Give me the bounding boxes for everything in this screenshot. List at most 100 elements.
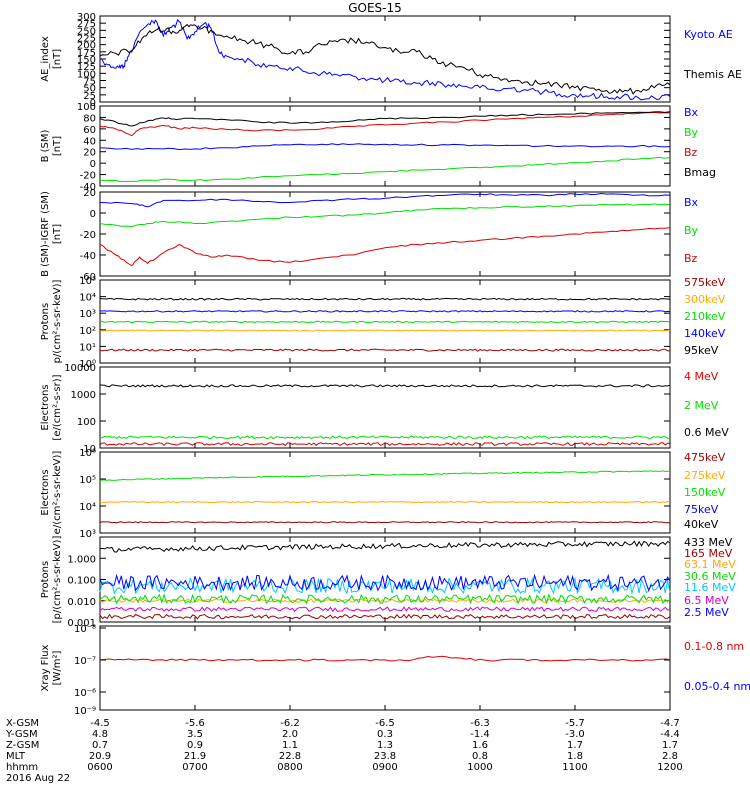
- legend-entry: 575keV: [684, 276, 726, 289]
- y-tick-label: 200: [77, 41, 96, 52]
- legend-entry: Bx: [684, 196, 699, 209]
- legend-entry: 40keV: [684, 518, 719, 531]
- series-line-150kev: [99, 470, 671, 481]
- y-tick-label: 10⁻⁹: [74, 706, 96, 717]
- series-line-475kev: [99, 521, 671, 524]
- y-tick-label: 10⁵: [79, 276, 96, 287]
- y-tick-label: -40: [80, 251, 96, 262]
- series-line-kyoto-ae: [99, 18, 671, 101]
- xaxis-row-value: -6.3: [470, 718, 490, 729]
- y-axis-label: Xray Flux: [40, 644, 51, 691]
- xaxis-row-label: Z-GSM: [6, 740, 39, 751]
- legend-entry: By: [684, 126, 699, 139]
- y-tick-label: 75: [83, 77, 96, 88]
- y-tick-label: 100: [77, 102, 96, 113]
- xaxis-row-value: 0900: [372, 762, 397, 773]
- series-line-575kev: [99, 348, 671, 352]
- xaxis-row-value: -3.0: [565, 729, 585, 740]
- y-tick-label: -40: [80, 182, 96, 193]
- series-line-bz: [99, 227, 671, 267]
- xaxis-row-value: -5.7: [565, 718, 585, 729]
- y-axis-label: B (SM): [40, 129, 51, 162]
- xaxis-row-value: 23.8: [374, 751, 396, 762]
- legend-entry: Bmag: [684, 166, 716, 179]
- legend-entry: Bx: [684, 106, 699, 119]
- y-tick-label: 50: [83, 84, 96, 95]
- xaxis-row-value: -6.5: [375, 718, 395, 729]
- series-line-bx: [99, 143, 671, 151]
- xaxis-row-value: -4.5: [90, 718, 110, 729]
- xaxis-row-value: 1.7: [662, 740, 678, 751]
- xaxis-row-value: 0800: [277, 762, 302, 773]
- y-axis-label: [e/(cm²-s-sr)]: [52, 374, 63, 440]
- legend-entry: 6.5 MeV: [684, 594, 729, 607]
- series-line-95kev: [99, 297, 671, 301]
- y-tick-label: 10: [83, 444, 96, 455]
- y-tick-label: 10⁻⁸: [74, 624, 96, 635]
- xaxis-row-value: -6.2: [280, 718, 300, 729]
- series-line-433-mev: [99, 540, 671, 553]
- xaxis-row-value: 4.8: [92, 729, 108, 740]
- y-axis-label: Electrons: [40, 384, 51, 430]
- legend-entry: 275keV: [684, 469, 726, 482]
- xaxis-row-value: -4.4: [660, 729, 680, 740]
- y-axis-label: [nT]: [52, 224, 63, 244]
- series-line-210kev: [99, 320, 671, 324]
- y-tick-label: 0: [90, 159, 96, 170]
- xaxis-row-value: 1.1: [282, 740, 298, 751]
- legend-entry: 11.6 MeV: [684, 581, 736, 594]
- xaxis-row-value: 1.7: [567, 740, 583, 751]
- y-tick-label: 100: [77, 69, 96, 80]
- y-tick-label: 20: [83, 148, 96, 159]
- y-tick-label: -20: [80, 171, 96, 182]
- legend-entry: Themis AE: [683, 68, 742, 81]
- y-tick-label: 1.000: [67, 554, 96, 565]
- y-tick-label: 0.001: [67, 618, 96, 629]
- y-tick-label: 250: [77, 26, 96, 37]
- xaxis-row-value: -4.7: [660, 718, 680, 729]
- legend-entry: By: [684, 224, 699, 237]
- panel-frame: [99, 451, 671, 534]
- y-axis-label: Electrons: [40, 469, 51, 515]
- xaxis-row-value: 1200: [657, 762, 682, 773]
- xaxis-row-value: 0.7: [92, 740, 108, 751]
- xaxis-row-value: 1100: [562, 762, 587, 773]
- legend-entry: 210keV: [684, 310, 726, 323]
- legend-entry: 433 MeV: [684, 536, 733, 549]
- y-tick-label: 125: [77, 62, 96, 73]
- y-tick-label: 175: [77, 48, 96, 59]
- legend-entry: Kyoto AE: [684, 28, 733, 41]
- legend-entry: 150keV: [684, 486, 726, 499]
- panel-frame: [99, 15, 671, 103]
- y-axis-label: Protons: [40, 303, 51, 340]
- legend-entry: 2.5 MeV: [684, 606, 729, 619]
- series-line-0-6-mev: [99, 384, 671, 388]
- y-tick-label: 60: [83, 125, 96, 136]
- y-axis-label: e/(cm²-s-sr-keV)]: [52, 451, 63, 535]
- xaxis-row-value: 20.9: [89, 751, 111, 762]
- y-tick-label: 275: [77, 19, 96, 30]
- series-line-2-mev: [99, 435, 671, 440]
- y-tick-label: 150: [77, 55, 96, 66]
- legend-entry: Bz: [684, 252, 698, 265]
- series-line-by: [99, 203, 671, 228]
- xaxis-row-value: 0600: [87, 762, 112, 773]
- y-tick-label: 100: [77, 417, 96, 428]
- y-axis-label: Protons: [40, 561, 51, 598]
- y-tick-label: 40: [83, 136, 96, 147]
- series-line-bx: [99, 192, 671, 208]
- legend-entry: 475keV: [684, 451, 726, 464]
- xaxis-row-value: 1000: [467, 762, 492, 773]
- legend-entry: 140keV: [684, 327, 726, 340]
- y-axis-label: [nT]: [52, 49, 63, 69]
- series-line-275kev: [99, 500, 671, 504]
- y-tick-label: -60: [80, 272, 96, 283]
- y-tick-label: 10⁻⁷: [74, 656, 96, 667]
- panel-frame: [99, 191, 671, 277]
- xaxis-row-label: X-GSM: [6, 718, 39, 729]
- y-axis-label: [nT]: [52, 136, 63, 156]
- legend-entry: 0.1-0.8 nm: [684, 640, 744, 653]
- xaxis-row-value: 2.0: [282, 729, 298, 740]
- series-line-6-5-mev: [99, 606, 671, 613]
